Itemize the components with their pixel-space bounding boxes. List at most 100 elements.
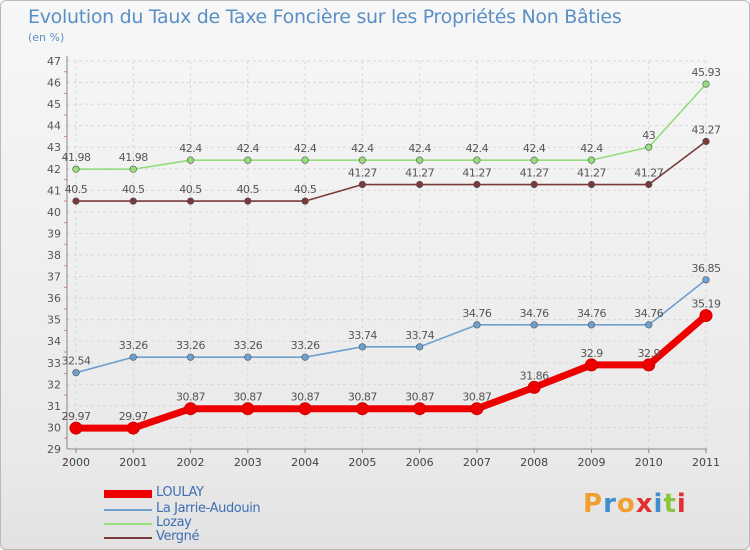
x-tick-label: 2005 xyxy=(348,456,376,469)
grid-lines xyxy=(67,60,707,449)
data-point-lozay xyxy=(473,156,481,164)
logo-letter: i xyxy=(676,489,687,519)
legend-swatch-vergne xyxy=(104,537,152,539)
data-point-la-jarrie-audouin xyxy=(473,321,481,329)
legend-swatch-la-jarrie-audouin xyxy=(104,509,152,511)
axes: 29 30 31 32 33 34 35 36 37 38 39 40 41 42 43 44 45 46 47 20… xyxy=(47,55,720,469)
proxiti-logo: Proxiti xyxy=(583,489,687,519)
y-tick-label: 32 xyxy=(47,378,61,391)
legend-swatch-lozay xyxy=(104,523,152,525)
data-label-vergne: 41.27 xyxy=(634,167,663,180)
x-tick-label: 2010 xyxy=(635,456,663,469)
legend-label-loulay: LOULAY xyxy=(156,485,204,500)
data-point-la-jarrie-audouin xyxy=(358,343,366,351)
data-point-vergne xyxy=(416,180,424,189)
x-tick-label: 2011 xyxy=(692,456,720,469)
y-tick-label: 37 xyxy=(47,271,61,284)
data-point-lozay xyxy=(301,156,309,164)
data-label-lozay: 42.4 xyxy=(237,142,260,155)
y-tick-label: 46 xyxy=(47,77,61,90)
data-label-vergne: 41.27 xyxy=(520,167,549,180)
data-label-la-jarrie-audouin: 33.26 xyxy=(233,339,262,352)
data-label-loulay: 32.9 xyxy=(637,347,660,360)
y-tick-label: 38 xyxy=(47,249,61,262)
data-point-lozay xyxy=(186,156,195,164)
data-label-lozay: 41.98 xyxy=(119,151,148,164)
data-label-lozay: 42.4 xyxy=(523,142,546,155)
data-label-la-jarrie-audouin: 34.76 xyxy=(577,307,606,320)
data-label-vergne: 40.5 xyxy=(294,183,317,196)
data-point-la-jarrie-audouin xyxy=(416,343,424,351)
data-point-loulay xyxy=(69,421,83,435)
data-label-lozay: 42.4 xyxy=(466,142,489,155)
y-tick-label: 35 xyxy=(47,314,61,327)
data-label-la-jarrie-audouin: 33.74 xyxy=(348,329,377,342)
data-label-lozay: 41.98 xyxy=(62,151,91,164)
data-label-vergne: 41.27 xyxy=(462,167,491,180)
data-point-vergne xyxy=(301,197,309,205)
data-point-loulay xyxy=(584,358,598,372)
x-tick-label: 2001 xyxy=(119,456,147,469)
data-point-la-jarrie-audouin xyxy=(244,353,252,361)
data-point-lozay xyxy=(416,156,424,164)
data-label-la-jarrie-audouin: 33.26 xyxy=(119,339,148,352)
x-tick-label: 2008 xyxy=(520,456,548,469)
data-label-la-jarrie-audouin: 34.76 xyxy=(520,307,549,320)
data-point-vergne xyxy=(645,180,653,189)
data-point-vergne xyxy=(702,137,710,146)
data-point-loulay xyxy=(241,402,255,416)
data-point-lozay xyxy=(530,156,538,164)
x-tick-label: 2007 xyxy=(463,456,491,469)
legend-label-la-jarrie-audouin: La Jarrie-Audouin xyxy=(156,501,261,516)
data-label-vergne: 41.27 xyxy=(348,167,377,180)
chart-title: Evolution du Taux de Taxe Foncière sur l… xyxy=(28,6,622,28)
data-label-la-jarrie-audouin: 36.85 xyxy=(692,262,721,275)
data-label-lozay: 45.93 xyxy=(692,66,721,79)
chart-subtitle: (en %) xyxy=(28,31,65,44)
legend-label-lozay: Lozay xyxy=(156,515,192,530)
y-tick-label: 42 xyxy=(47,163,61,176)
data-label-loulay: 30.87 xyxy=(405,391,434,404)
logo-letter: o xyxy=(616,489,636,519)
data-point-vergne xyxy=(244,197,252,205)
y-tick-label: 31 xyxy=(47,400,61,413)
data-point-loulay xyxy=(298,402,312,416)
x-tick-label: 2006 xyxy=(406,456,434,469)
data-label-vergne: 40.5 xyxy=(237,183,260,196)
data-label-lozay: 43 xyxy=(642,129,655,142)
data-label-vergne: 41.27 xyxy=(577,167,606,180)
data-point-vergne xyxy=(473,180,481,189)
data-point-loulay xyxy=(126,421,140,435)
data-label-lozay: 42.4 xyxy=(294,142,317,155)
data-point-la-jarrie-audouin xyxy=(587,321,596,329)
legend-label-vergne: Vergné xyxy=(156,529,200,544)
series-line-lozay xyxy=(75,83,707,171)
y-tick-label: 34 xyxy=(47,335,61,348)
data-label-loulay: 29.97 xyxy=(119,410,148,423)
x-tick-label: 2004 xyxy=(291,456,319,469)
data-point-la-jarrie-audouin xyxy=(530,321,538,329)
y-tick-label: 44 xyxy=(47,120,61,133)
data-point-vergne xyxy=(72,197,80,205)
data-label-vergne: 40.5 xyxy=(65,183,88,196)
data-label-loulay: 30.87 xyxy=(462,391,491,404)
data-label-vergne: 41.27 xyxy=(405,167,434,180)
logo-letter: i xyxy=(653,489,664,519)
data-label-vergne: 40.5 xyxy=(122,183,145,196)
data-label-la-jarrie-audouin: 32.54 xyxy=(62,355,91,368)
data-label-la-jarrie-audouin: 33.26 xyxy=(176,339,205,352)
legend-swatch-loulay xyxy=(104,490,152,498)
y-tick-label: 30 xyxy=(47,421,61,434)
data-point-lozay xyxy=(244,156,252,164)
y-tick-label: 43 xyxy=(47,141,61,154)
data-label-vergne: 40.5 xyxy=(179,183,202,196)
data-point-la-jarrie-audouin xyxy=(186,353,195,361)
data-label-loulay: 30.87 xyxy=(291,391,320,404)
data-point-loulay xyxy=(699,309,713,323)
x-tick-label: 2009 xyxy=(577,456,605,469)
data-point-vergne xyxy=(530,180,538,189)
data-label-loulay: 35.19 xyxy=(692,298,721,311)
series-group xyxy=(69,80,713,435)
